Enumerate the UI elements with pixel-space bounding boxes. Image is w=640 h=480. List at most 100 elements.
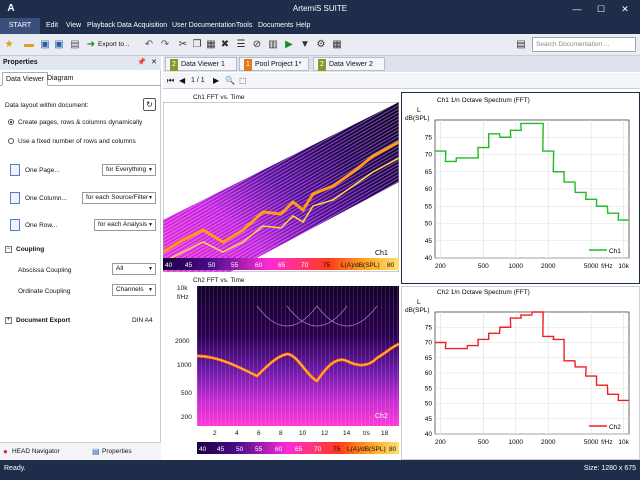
ordinate-label: Ordinate Coupling: [18, 288, 71, 295]
doc-tab-data-viewer-1[interactable]: 2 Data Viewer 1: [165, 57, 237, 71]
refresh-icon[interactable]: ↻: [143, 98, 156, 111]
y-axis-unit: dB(SPL): [405, 307, 430, 314]
radio-fixed[interactable]: [8, 138, 14, 145]
spectrogram-ch2[interactable]: Ch2: [197, 286, 399, 426]
menu-user-documentation[interactable]: User Documentation: [172, 22, 236, 29]
one-row-select[interactable]: for each Analysis ▼: [94, 219, 156, 231]
option-dynamic[interactable]: Create pages, rows & columns dynamically: [8, 119, 142, 126]
export-arrow-icon[interactable]: ➜: [86, 39, 96, 50]
prev-page-icon[interactable]: ◀: [179, 76, 186, 85]
menu-help[interactable]: Help: [296, 22, 311, 29]
option-fixed[interactable]: Use a fixed number of rows and columns: [8, 138, 136, 145]
y-tick-label: 55: [425, 385, 433, 392]
view-options-icon[interactable]: ▤: [516, 39, 526, 50]
print-icon[interactable]: ▤: [70, 39, 80, 50]
search-input[interactable]: Search Documentation ...: [532, 37, 636, 52]
option-dynamic-label: Create pages, rows & columns dynamically: [18, 119, 143, 126]
menu-view[interactable]: View: [66, 22, 82, 29]
y-tick-label: 70: [425, 340, 433, 347]
spectrum-chart-ch2[interactable]: Ch2 1/n Octave Spectrum (FFT) LdB(SPL) 75 7…: [403, 286, 639, 460]
zoom-icon[interactable]: 🔍: [225, 76, 235, 85]
waterfall-plot-ch1[interactable]: Ch1: [163, 102, 399, 272]
tab-head-navigator[interactable]: HEAD Navigator: [12, 448, 60, 455]
cb-tick: 70: [314, 446, 322, 453]
menu-edit[interactable]: Edit: [46, 22, 59, 29]
play-icon[interactable]: ▶: [285, 39, 293, 50]
redo-icon[interactable]: ↷: [160, 39, 170, 50]
chart-title-bottom-left: Ch2 FFT vs. Time: [193, 277, 245, 284]
filter-icon[interactable]: ▼: [300, 39, 310, 50]
ordinate-value: Channels: [116, 286, 144, 293]
x-tick: 6: [257, 430, 261, 437]
data-point: [472, 157, 474, 159]
menu-documents[interactable]: Documents: [258, 22, 294, 29]
save-icon[interactable]: ▣: [40, 39, 50, 50]
cut-icon[interactable]: ✂: [178, 39, 188, 50]
minimize-button[interactable]: —: [572, 4, 582, 14]
x-tick: 18: [381, 430, 389, 437]
y-tick: 500: [181, 390, 192, 397]
menu-data-acquisition[interactable]: Data Acquisition: [117, 22, 168, 29]
save-all-icon[interactable]: ▣: [54, 39, 64, 50]
copy-icon[interactable]: ❐: [192, 39, 202, 50]
one-column-select[interactable]: for each Source/Filter ▼: [82, 192, 156, 204]
navigator-icon: ●: [3, 447, 8, 456]
radio-dynamic[interactable]: [8, 119, 14, 126]
start-menu-button[interactable]: START: [0, 18, 40, 34]
abscissa-select[interactable]: All ▼: [112, 263, 156, 275]
page-navigation-bar: ⏮ ◀ 1 / 1 ▶ 🔍 ⬚: [163, 73, 640, 89]
export-to-button[interactable]: Export to ..: [98, 41, 130, 48]
page-indicator: 1 / 1: [191, 77, 205, 84]
cb-unit: L(A)/dB(SPL): [347, 446, 386, 453]
undo-icon[interactable]: ↶: [144, 39, 154, 50]
layout-icon[interactable]: ▥: [268, 39, 278, 50]
data-point: [450, 160, 452, 162]
open-folder-icon[interactable]: ▬: [24, 39, 34, 50]
cb-tick: 55: [231, 262, 239, 269]
first-page-icon[interactable]: ⏮: [167, 76, 175, 85]
data-point: [504, 136, 506, 138]
expand-export-icon[interactable]: +: [5, 317, 12, 324]
y-axis-top-label: L: [417, 299, 421, 306]
colorbar-bottom: 40 45 50 55 60 65 70 75 L(A)/dB(SPL) 80: [197, 442, 399, 454]
status-bar: Ready. Size: 1280 x 675: [0, 460, 640, 480]
settings-gear-icon[interactable]: ⚙: [316, 39, 326, 50]
abscissa-label: Abscissa Coupling: [18, 267, 72, 274]
one-page-value: for Everything: [106, 166, 147, 173]
spectrum-chart-ch1[interactable]: Ch1 1/n Octave Spectrum (FFT) LdB(SPL) 75 7…: [403, 94, 639, 284]
close-panel-icon[interactable]: ✕: [151, 59, 157, 66]
delete-icon[interactable]: ✖: [220, 39, 230, 50]
tab-data-viewer[interactable]: Data Viewer: [2, 72, 49, 86]
tab-diagram[interactable]: Diagram: [47, 75, 74, 82]
y-tick-label: 60: [425, 370, 433, 377]
data-point: [450, 348, 452, 350]
properties-icon[interactable]: ☰: [236, 39, 246, 50]
data-point: [623, 219, 625, 221]
channel-label-ch2: Ch2: [375, 413, 388, 420]
favorites-star-icon[interactable]: ★: [4, 39, 14, 50]
cb-tick: 75: [323, 262, 331, 269]
next-page-icon[interactable]: ▶: [213, 76, 220, 85]
data-point: [493, 332, 495, 334]
collapse-coupling-icon[interactable]: −: [5, 246, 12, 253]
tab-label: Data Viewer 1: [181, 61, 225, 68]
one-page-select[interactable]: for Everything ▼: [102, 164, 156, 176]
pin-icon[interactable]: 📌: [137, 59, 146, 66]
close-button[interactable]: ✕: [621, 4, 629, 14]
cb-tick: 80: [387, 262, 395, 269]
x-tick-label: 500: [478, 263, 489, 270]
ordinate-select[interactable]: Channels ▼: [112, 284, 156, 296]
doc-tab-pool-project-1[interactable]: 1 Pool Project 1*: [239, 57, 309, 71]
data-point: [547, 335, 549, 337]
cb-tick: 55: [255, 446, 263, 453]
grid-icon[interactable]: ▦: [332, 39, 342, 50]
cb-tick: 40: [199, 446, 207, 453]
fit-page-icon[interactable]: ⬚: [239, 76, 247, 85]
stop-icon[interactable]: ⊘: [252, 39, 262, 50]
menu-tools[interactable]: Tools: [236, 22, 253, 29]
paste-icon[interactable]: ▦: [206, 39, 216, 50]
maximize-button[interactable]: ☐: [596, 4, 606, 14]
doc-tab-data-viewer-2[interactable]: 2 Data Viewer 2: [313, 57, 385, 71]
menu-playback[interactable]: Playback: [87, 22, 116, 29]
tab-properties[interactable]: Properties: [102, 448, 132, 455]
